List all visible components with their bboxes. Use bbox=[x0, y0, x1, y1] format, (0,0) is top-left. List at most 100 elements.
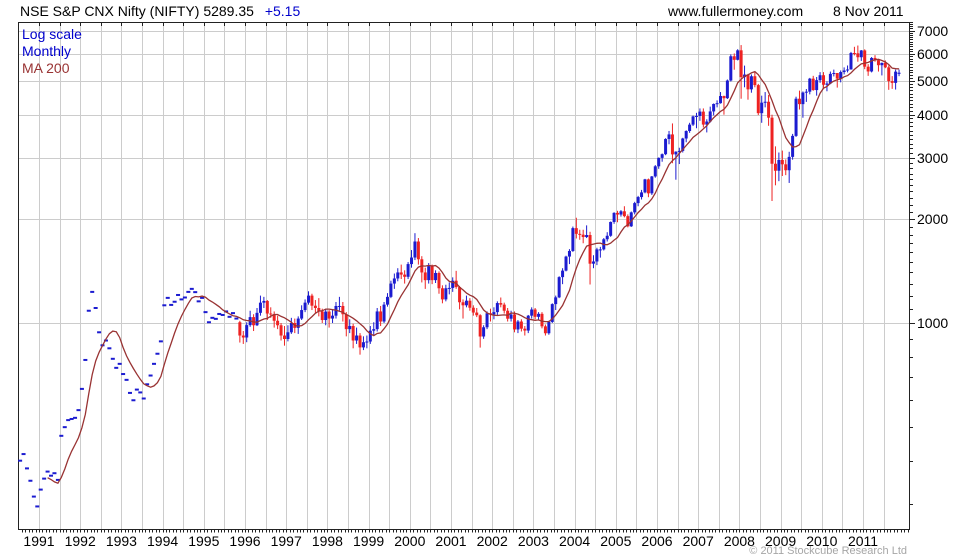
candle-body bbox=[385, 296, 389, 305]
candle-body bbox=[492, 312, 496, 315]
x-axis-label: 2009 bbox=[765, 533, 797, 549]
monthly-close-dot bbox=[145, 383, 150, 386]
candle-body bbox=[835, 73, 839, 79]
candle-body bbox=[282, 335, 286, 339]
monthly-close-dot bbox=[93, 306, 98, 309]
chart-legend: Log scale Monthly MA 200 bbox=[22, 26, 82, 77]
candle-body bbox=[729, 56, 733, 81]
candle-body bbox=[787, 156, 791, 171]
candle-body bbox=[797, 98, 801, 105]
candle-body bbox=[894, 71, 898, 83]
candle-body bbox=[557, 277, 561, 298]
candle-body bbox=[756, 85, 760, 114]
candle-body bbox=[344, 314, 348, 330]
candle-body bbox=[801, 92, 805, 105]
candle-body bbox=[519, 321, 523, 329]
monthly-close-dot bbox=[227, 315, 232, 318]
candle-body bbox=[434, 272, 438, 281]
title-bar: NSE S&P CNX Nifty (NIFTY) 5289.35 +5.15 bbox=[20, 3, 300, 19]
monthly-close-dot bbox=[45, 470, 50, 473]
monthly-close-dot bbox=[148, 374, 153, 377]
monthly-close-dot bbox=[107, 347, 112, 350]
candle-body bbox=[427, 266, 431, 281]
monthly-close-dot bbox=[62, 426, 67, 429]
candle-body bbox=[537, 313, 541, 317]
candle-body bbox=[736, 50, 740, 60]
candle-body bbox=[245, 325, 249, 338]
legend-log-scale: Log scale bbox=[22, 26, 82, 42]
x-axis-label: 1996 bbox=[229, 533, 261, 549]
candle-body bbox=[379, 311, 383, 322]
candle-body bbox=[516, 321, 520, 330]
candle-body bbox=[691, 116, 695, 125]
monthly-close-dot bbox=[86, 309, 91, 312]
candle-body bbox=[437, 272, 441, 289]
candle-body bbox=[461, 302, 465, 306]
x-axis-label: 2010 bbox=[806, 533, 838, 549]
monthly-close-dot bbox=[59, 434, 64, 437]
legend-monthly: Monthly bbox=[22, 43, 72, 59]
x-axis-label: 2007 bbox=[682, 533, 714, 549]
x-axis-label: 2005 bbox=[600, 533, 632, 549]
candle-body bbox=[540, 313, 544, 327]
candle-body bbox=[547, 321, 551, 334]
legend-ma-200: MA 200 bbox=[22, 60, 70, 76]
monthly-close-dot bbox=[110, 357, 115, 360]
candle-body bbox=[674, 151, 678, 155]
monthly-close-dot bbox=[152, 362, 157, 365]
candle-body bbox=[657, 157, 661, 167]
candle-body bbox=[320, 311, 324, 321]
candle-body bbox=[773, 163, 777, 171]
monthly-close-dot bbox=[76, 409, 81, 412]
monthly-close-dot bbox=[210, 316, 215, 319]
candle-body bbox=[646, 179, 650, 194]
candle-body bbox=[866, 66, 870, 72]
monthly-close-dot bbox=[127, 391, 132, 394]
monthly-close-dot bbox=[172, 300, 177, 303]
candle-body bbox=[458, 287, 462, 303]
candle-body bbox=[760, 102, 764, 114]
monthly-close-dot bbox=[141, 397, 146, 400]
candle-body bbox=[770, 117, 774, 164]
candle-body bbox=[303, 302, 307, 311]
monthly-close-dot bbox=[193, 291, 198, 294]
candle-body bbox=[574, 228, 578, 234]
candle-body bbox=[839, 72, 843, 79]
x-axis-label: 2000 bbox=[394, 533, 426, 549]
monthly-close-dot bbox=[97, 331, 102, 334]
monthly-close-dot bbox=[206, 321, 211, 324]
monthly-close-dot bbox=[134, 388, 139, 391]
candle-body bbox=[430, 266, 434, 281]
monthly-close-dot bbox=[38, 488, 43, 491]
x-axis-label: 1999 bbox=[353, 533, 385, 549]
candle-body bbox=[300, 310, 304, 319]
candle-body bbox=[262, 300, 266, 303]
monthly-close-dot bbox=[42, 477, 47, 480]
y-axis-label: 1000 bbox=[917, 315, 949, 331]
candle-body bbox=[609, 221, 613, 236]
candle-body bbox=[258, 302, 262, 313]
candle-body bbox=[681, 138, 685, 151]
copyright-label: © 2011 Stockcube Research Ltd bbox=[749, 545, 907, 557]
monthly-close-dot bbox=[21, 453, 26, 456]
monthly-close-dot bbox=[179, 298, 184, 301]
candle-body bbox=[763, 101, 767, 103]
monthly-close-dot bbox=[66, 419, 71, 422]
monthly-close-dot bbox=[220, 313, 225, 316]
candle-body bbox=[849, 53, 853, 70]
candle-body bbox=[811, 78, 815, 91]
candle-body bbox=[643, 179, 647, 193]
candle-body bbox=[746, 74, 750, 90]
candle-body bbox=[368, 330, 372, 342]
candle-body bbox=[883, 62, 887, 68]
candle-body bbox=[399, 272, 403, 275]
candle-body bbox=[279, 325, 283, 336]
candle-body bbox=[413, 241, 417, 258]
candle-body bbox=[804, 91, 808, 93]
candle-body bbox=[873, 57, 877, 61]
candle-body bbox=[856, 53, 860, 58]
candle-body bbox=[890, 81, 894, 83]
website-label: www.fullermoney.com bbox=[668, 3, 804, 19]
candle-body bbox=[715, 103, 719, 105]
